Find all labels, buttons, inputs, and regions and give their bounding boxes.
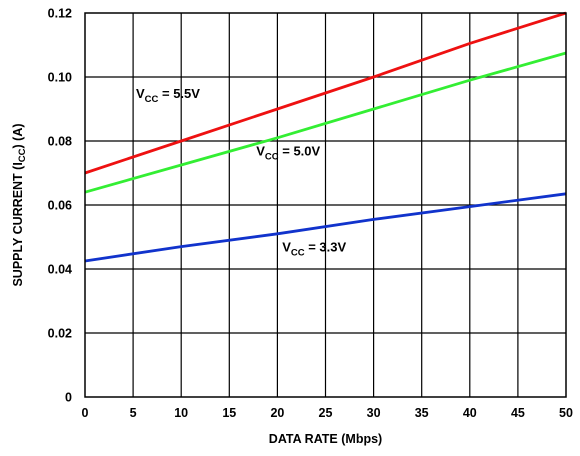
y-axis-label: SUPPLY CURRENT (ICC) (A) bbox=[11, 123, 28, 286]
y-axis-label-suffix: ) (A) bbox=[11, 123, 25, 148]
x-tick-label: 40 bbox=[463, 406, 477, 420]
y-tick-labels: 0 0.02 0.04 0.06 0.08 0.10 0.12 bbox=[48, 7, 72, 405]
series-label-rest: = 5.5V bbox=[158, 86, 200, 101]
y-axis-label-prefix: SUPPLY CURRENT (I bbox=[11, 162, 25, 286]
plot-frame bbox=[84, 12, 567, 398]
y-tick-label: 0.02 bbox=[48, 327, 72, 341]
series-lines bbox=[84, 11, 567, 263]
x-tick-label: 30 bbox=[367, 406, 381, 420]
x-tick-label: 5 bbox=[130, 406, 137, 420]
x-tick-label: 20 bbox=[270, 406, 284, 420]
series-label: VCC = 5.0V bbox=[256, 143, 320, 162]
series-label-rest: = 5.0V bbox=[279, 143, 321, 158]
x-tick-label: 45 bbox=[511, 406, 525, 420]
y-tick-label: 0.08 bbox=[48, 135, 72, 149]
y-tick-label: 0.12 bbox=[48, 7, 72, 21]
x-tick-label: 15 bbox=[222, 406, 236, 420]
y-tick-label: 0.06 bbox=[48, 199, 72, 213]
series-label-main: V bbox=[256, 143, 265, 158]
series-label: VCC = 3.3V bbox=[282, 239, 346, 258]
x-tick-label: 10 bbox=[174, 406, 188, 420]
x-tick-label: 50 bbox=[559, 406, 573, 420]
x-axis-label: DATA RATE (Mbps) bbox=[269, 432, 382, 446]
series-label-rest: = 3.3V bbox=[305, 239, 347, 254]
y-axis-label-sub: CC bbox=[17, 148, 28, 162]
series-line bbox=[84, 51, 567, 194]
y-tick-label: 0 bbox=[65, 391, 72, 405]
series-label-main: V bbox=[282, 239, 291, 254]
series-line bbox=[84, 192, 567, 263]
grid bbox=[85, 13, 566, 397]
x-tick-label: 25 bbox=[319, 406, 333, 420]
series-label-sub: CC bbox=[265, 151, 279, 162]
y-tick-label: 0.10 bbox=[48, 71, 72, 85]
x-tick-labels: 0 5 10 15 20 25 30 35 40 45 50 bbox=[82, 406, 573, 420]
series-label-sub: CC bbox=[291, 247, 305, 258]
series-label-sub: CC bbox=[145, 94, 159, 105]
series-label: VCC = 5.5V bbox=[136, 86, 200, 105]
series-line bbox=[84, 11, 567, 175]
x-tick-label: 0 bbox=[82, 406, 89, 420]
series-label-main: V bbox=[136, 86, 145, 101]
y-tick-label: 0.04 bbox=[48, 263, 72, 277]
x-tick-label: 35 bbox=[415, 406, 429, 420]
